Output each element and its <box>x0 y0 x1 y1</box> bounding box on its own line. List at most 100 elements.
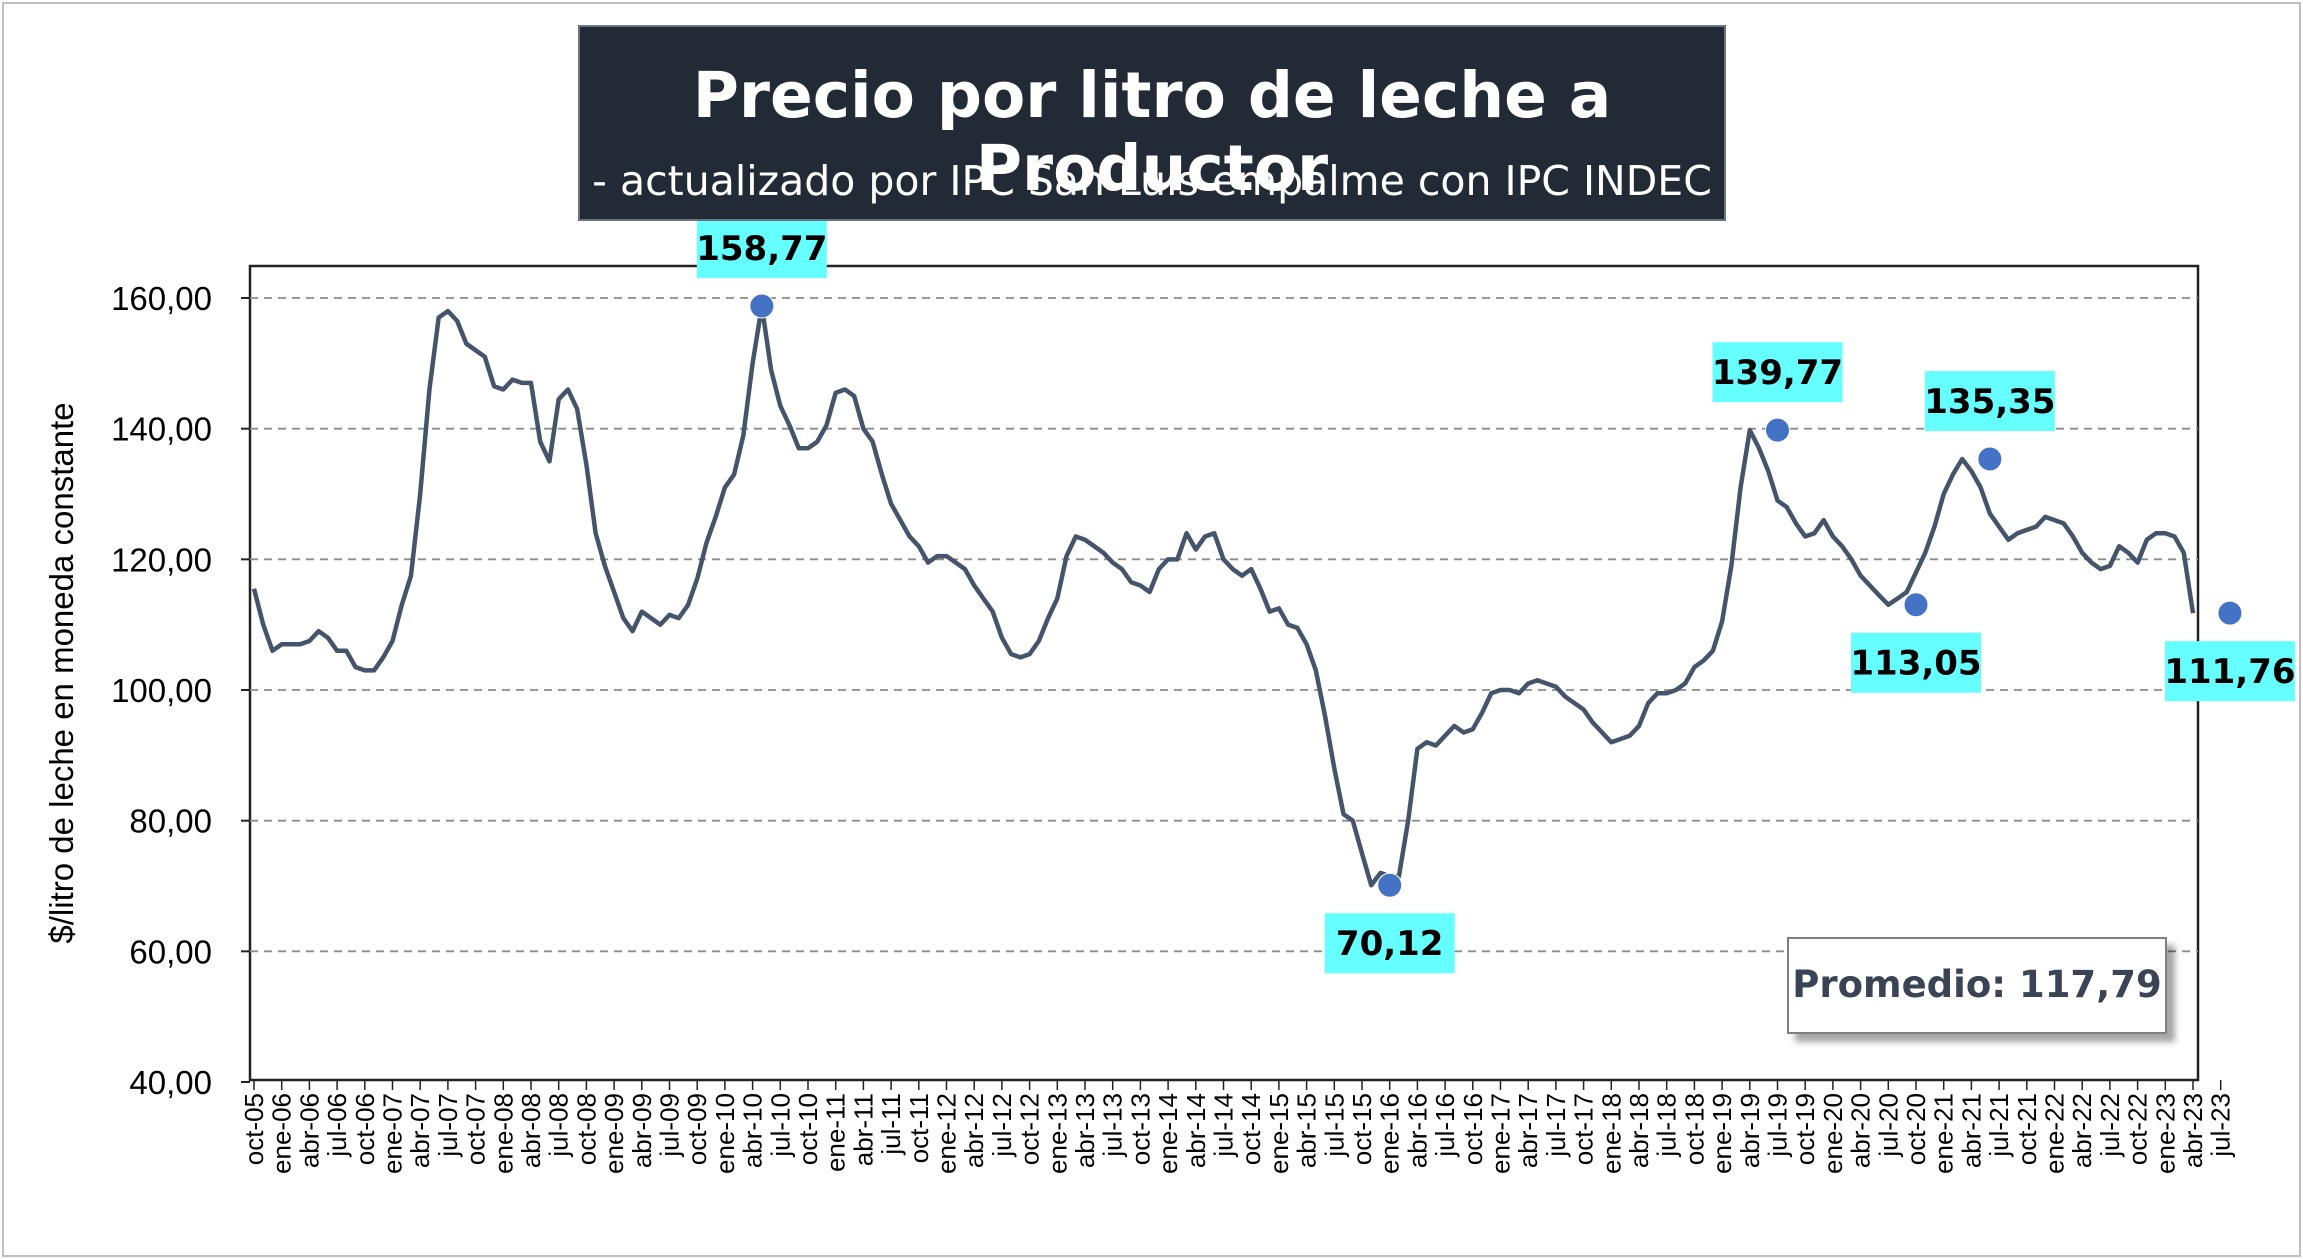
data-label: 70,12 <box>1336 924 1444 964</box>
x-tick-label: ene-07 <box>378 1093 408 1174</box>
data-label: 139,77 <box>1712 353 1843 393</box>
average-label: Promedio: 117,79 <box>1792 963 2162 1006</box>
x-tick-label: ene-11 <box>821 1093 851 1172</box>
series-line <box>251 303 2196 888</box>
x-tick-label: abr-13 <box>1070 1093 1100 1168</box>
average-box: Promedio: 117,79 <box>1787 937 2167 1034</box>
x-tick-label: jul-10 <box>765 1093 795 1158</box>
x-tick-label: oct-10 <box>793 1093 823 1165</box>
x-tick-label: oct-05 <box>239 1093 269 1165</box>
x-tick-label: ene-13 <box>1042 1093 1072 1174</box>
data-point-marker <box>1903 592 1929 618</box>
x-tick-label: oct-16 <box>1458 1093 1488 1165</box>
x-tick-label: abr-23 <box>2178 1093 2208 1168</box>
y-tick-label: 120,00 <box>111 541 212 578</box>
x-tick-label: abr-14 <box>1181 1093 1211 1168</box>
x-tick-label: abr-12 <box>959 1093 989 1168</box>
x-tick-label: ene-17 <box>1486 1093 1516 1174</box>
x-tick-label: oct-21 <box>2012 1093 2042 1165</box>
x-tick-label: jul-12 <box>987 1093 1017 1158</box>
x-tick-label: abr-11 <box>848 1093 878 1166</box>
x-tick-label: abr-07 <box>405 1093 435 1168</box>
y-axis-ticks: 40,00 60,00 80,00 100,00 120,00 140,00 160,00 <box>111 280 250 1101</box>
data-label-box <box>2164 641 2295 702</box>
x-tick-label: ene-22 <box>2040 1093 2070 1174</box>
x-tick-label: ene-06 <box>267 1093 297 1174</box>
data-annotations: 158,77 70,12 139,77 113,05 135,35 111,76 <box>696 218 2296 974</box>
x-tick-label: oct-22 <box>2123 1093 2153 1165</box>
x-tick-label: abr-20 <box>1846 1093 1876 1168</box>
x-tick-label: oct-14 <box>1236 1093 1266 1165</box>
x-tick-label: jul-09 <box>655 1093 685 1158</box>
x-tick-label: jul-06 <box>322 1093 352 1158</box>
x-tick-label: ene-12 <box>932 1093 962 1174</box>
data-label: 158,77 <box>696 229 827 269</box>
x-tick-label: ene-23 <box>2150 1093 2180 1174</box>
x-tick-label: jul-22 <box>2095 1093 2125 1158</box>
data-label-box <box>696 218 827 279</box>
x-tick-label: abr-18 <box>1624 1093 1654 1168</box>
x-tick-label: jul-23 <box>2206 1093 2236 1158</box>
chart-subtitle: - actualizado por IPC San Luis empalme c… <box>592 157 1712 253</box>
data-point-marker <box>2217 600 2243 626</box>
x-tick-label: ene-15 <box>1264 1093 1294 1174</box>
y-tick-label: 160,00 <box>111 280 212 317</box>
data-label: 135,35 <box>1924 382 2055 422</box>
x-tick-label: abr-19 <box>1735 1093 1765 1168</box>
x-tick-label: ene-10 <box>710 1093 740 1174</box>
x-tick-label: ene-18 <box>1596 1093 1626 1174</box>
data-label: 113,05 <box>1850 644 1981 684</box>
data-label: 111,76 <box>2164 652 2295 692</box>
data-label-box <box>1924 371 2055 432</box>
x-tick-label: ene-08 <box>488 1093 518 1174</box>
data-label-box <box>1324 913 1455 974</box>
x-tick-label: oct-07 <box>461 1093 491 1165</box>
x-tick-label: abr-06 <box>294 1093 324 1168</box>
x-tick-label: abr-22 <box>2067 1093 2097 1168</box>
x-tick-label: abr-15 <box>1292 1093 1322 1168</box>
data-point-marker <box>749 293 775 319</box>
x-tick-label: jul-11 <box>876 1093 906 1156</box>
data-point-marker <box>1977 446 2003 472</box>
data-point-marker <box>1765 417 1790 443</box>
x-tick-label: oct-18 <box>1679 1093 1709 1165</box>
x-tick-label: jul-20 <box>1873 1093 1903 1158</box>
x-tick-label: ene-19 <box>1707 1093 1737 1174</box>
x-tick-label: ene-16 <box>1375 1093 1405 1174</box>
x-tick-label: jul-15 <box>1319 1093 1349 1158</box>
x-tick-label: jul-16 <box>1430 1093 1460 1158</box>
data-label-box <box>1851 632 1981 693</box>
y-axis-label: $/litro de leche en moneda constante <box>43 402 80 943</box>
x-tick-label: oct-11 <box>904 1093 934 1163</box>
x-tick-label: ene-21 <box>1929 1093 1959 1174</box>
x-tick-label: oct-15 <box>1347 1093 1377 1165</box>
y-tick-label: 100,00 <box>111 672 212 709</box>
y-tick-label: 40,00 <box>129 1064 212 1101</box>
x-tick-label: oct-09 <box>682 1093 712 1165</box>
y-tick-label: 80,00 <box>129 803 212 840</box>
x-tick-label: abr-08 <box>516 1093 546 1168</box>
x-tick-label: oct-12 <box>1015 1093 1045 1165</box>
x-tick-label: ene-09 <box>599 1093 629 1174</box>
x-tick-label: jul-17 <box>1541 1093 1571 1158</box>
x-tick-label: oct-17 <box>1569 1093 1599 1165</box>
x-tick-label: jul-14 <box>1209 1093 1239 1158</box>
x-tick-label: jul-13 <box>1098 1093 1128 1158</box>
x-tick-label: ene-20 <box>1818 1093 1848 1174</box>
data-label-box <box>1712 342 1843 403</box>
x-tick-label: jul-21 <box>1984 1093 2014 1158</box>
x-tick-label: jul-07 <box>433 1093 463 1158</box>
chart-title: Precio por litro de leche a Productor <box>692 59 1612 205</box>
x-tick-label: jul-18 <box>1652 1093 1682 1158</box>
data-point-marker <box>1377 872 1403 898</box>
x-tick-label: oct-08 <box>571 1093 601 1165</box>
x-tick-label: ene-14 <box>1153 1093 1183 1174</box>
y-tick-label: 140,00 <box>111 411 212 448</box>
title-box: Precio por litro de leche a Productor - … <box>578 25 1726 253</box>
x-axis-ticks: oct-05ene-06abr-06jul-06oct-06ene-07abr-… <box>239 1080 2236 1174</box>
x-tick-label: oct-20 <box>1901 1093 1931 1165</box>
x-tick-label: abr-17 <box>1513 1093 1543 1168</box>
x-tick-label: abr-16 <box>1402 1093 1432 1168</box>
x-tick-label: oct-19 <box>1790 1093 1820 1165</box>
